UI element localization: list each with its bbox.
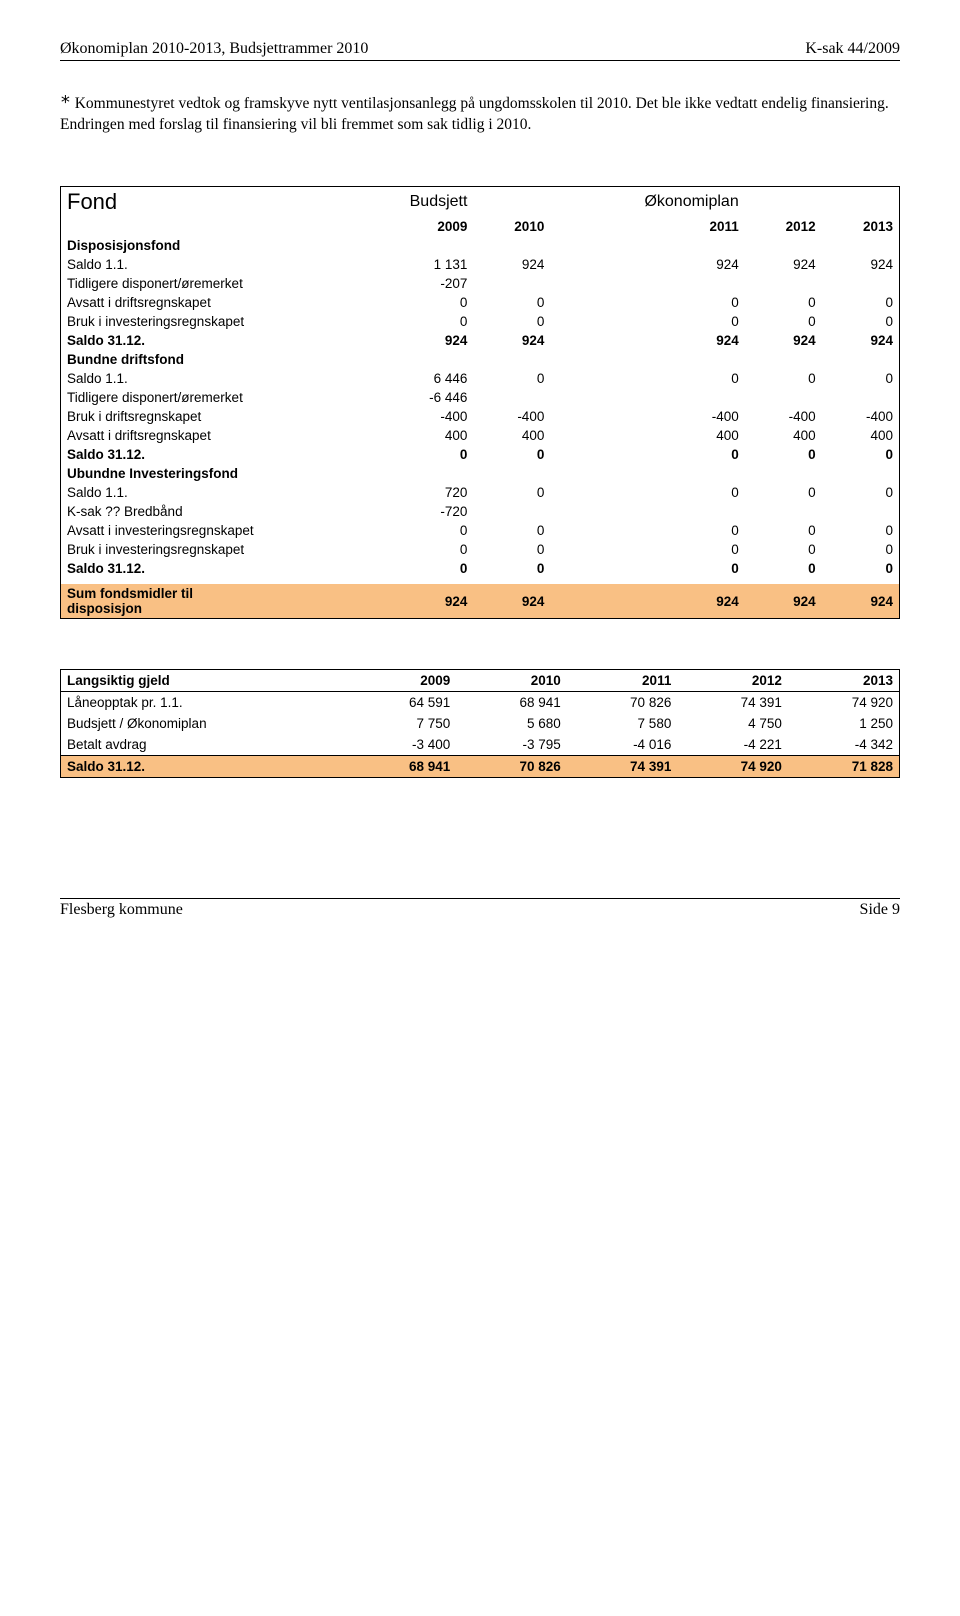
fund-year-row: 2009 2010 2011 2012 2013 — [61, 217, 900, 236]
intro-paragraph: * Kommunestyret vedtok og framskyve nytt… — [60, 91, 900, 136]
table-row: Saldo 1.1.1 131924924924924 — [61, 255, 900, 274]
year-cell: 2011 — [550, 217, 744, 236]
year-cell: 2009 — [346, 217, 474, 236]
year-cell: 2012 — [677, 670, 788, 692]
table-row: Tidligere disponert/øremerket-6 446 — [61, 388, 900, 407]
table-row: Budsjett / Økonomiplan7 7505 6807 5804 7… — [61, 713, 900, 734]
section-header: Bundne driftsfond — [61, 350, 900, 369]
table-row: Avsatt i driftsregnskapet00000 — [61, 293, 900, 312]
table-row: Bruk i investeringsregnskapet00000 — [61, 312, 900, 331]
header-right: K-sak 44/2009 — [805, 40, 900, 58]
table-row: Låneopptak pr. 1.1.64 59168 94170 82674 … — [61, 692, 900, 714]
table-row: Avsatt i investeringsregnskapet00000 — [61, 521, 900, 540]
row-label: Bruk i investeringsregnskapet — [61, 540, 346, 559]
fund-title: Fond — [67, 189, 117, 214]
row-label: Saldo 1.1. — [61, 483, 346, 502]
year-cell: 2013 — [788, 670, 900, 692]
row-label: Låneopptak pr. 1.1. — [61, 692, 346, 714]
year-cell: 2010 — [456, 670, 567, 692]
sum-label: Sum fondsmidler til disposisjon — [61, 584, 346, 619]
row-label: Avsatt i driftsregnskapet — [61, 293, 346, 312]
saldo-label: Saldo 31.12. — [61, 756, 346, 778]
saldo-row: Saldo 31.12.924924924924924 — [61, 331, 900, 350]
row-label: Avsatt i driftsregnskapet — [61, 426, 346, 445]
saldo-label: Saldo 31.12. — [61, 445, 346, 464]
row-label: Tidligere disponert/øremerket — [61, 274, 346, 293]
fund-title-row: Fond Budsjett Økonomiplan — [61, 187, 900, 218]
col-okonomiplan: Økonomiplan — [550, 187, 744, 218]
year-cell: 2012 — [745, 217, 822, 236]
section-label: Bundne driftsfond — [61, 350, 346, 369]
section-label: Ubundne Investeringsfond — [61, 464, 346, 483]
gjeld-title: Langsiktig gjeld — [61, 670, 346, 692]
intro-text: Kommunestyret vedtok og framskyve nytt v… — [60, 95, 889, 133]
table-row: Avsatt i driftsregnskapet400400400400400 — [61, 426, 900, 445]
year-cell: 2013 — [822, 217, 900, 236]
footer-left: Flesberg kommune — [60, 901, 183, 919]
row-label: Betalt avdrag — [61, 734, 346, 756]
row-label: Budsjett / Økonomiplan — [61, 713, 346, 734]
section-header: Disposisjonsfond — [61, 236, 900, 255]
fund-table: Fond Budsjett Økonomiplan 2009 2010 2011… — [60, 186, 900, 619]
saldo-label: Saldo 31.12. — [61, 559, 346, 578]
table-row: Saldo 1.1.7200000 — [61, 483, 900, 502]
gjeld-header-row: Langsiktig gjeld 2009 2010 2011 2012 201… — [61, 670, 900, 692]
footer-right: Side 9 — [860, 901, 900, 919]
section-header: Ubundne Investeringsfond — [61, 464, 900, 483]
sum-row: Sum fondsmidler til disposisjon 924 924 … — [61, 584, 900, 619]
row-label: Bruk i investeringsregnskapet — [61, 312, 346, 331]
section-label: Disposisjonsfond — [61, 236, 346, 255]
header-left: Økonomiplan 2010-2013, Budsjettrammer 20… — [60, 40, 368, 58]
year-cell: 2011 — [567, 670, 678, 692]
row-label: Avsatt i investeringsregnskapet — [61, 521, 346, 540]
year-cell: 2009 — [346, 670, 457, 692]
table-row: Bruk i investeringsregnskapet00000 — [61, 540, 900, 559]
row-label: Bruk i driftsregnskapet — [61, 407, 346, 426]
table-row: Betalt avdrag-3 400-3 795-4 016-4 221-4 … — [61, 734, 900, 756]
year-cell: 2010 — [473, 217, 550, 236]
row-label: K-sak ?? Bredbånd — [61, 502, 346, 521]
row-label: Saldo 1.1. — [61, 369, 346, 388]
gjeld-table: Langsiktig gjeld 2009 2010 2011 2012 201… — [60, 669, 900, 778]
page-header: Økonomiplan 2010-2013, Budsjettrammer 20… — [60, 40, 900, 61]
row-label: Saldo 1.1. — [61, 255, 346, 274]
table-row: Saldo 1.1.6 4460000 — [61, 369, 900, 388]
row-label: Tidligere disponert/øremerket — [61, 388, 346, 407]
table-row: Bruk i driftsregnskapet-400-400-400-400-… — [61, 407, 900, 426]
saldo-row: Saldo 31.12.00000 — [61, 559, 900, 578]
table-row: Tidligere disponert/øremerket-207 — [61, 274, 900, 293]
table-row: K-sak ?? Bredbånd-720 — [61, 502, 900, 521]
asterisk: * — [60, 92, 71, 113]
col-budsjett: Budsjett — [346, 187, 474, 218]
saldo-label: Saldo 31.12. — [61, 331, 346, 350]
page-footer: Flesberg kommune Side 9 — [60, 898, 900, 919]
saldo-row: Saldo 31.12.00000 — [61, 445, 900, 464]
gjeld-saldo-row: Saldo 31.12.68 94170 82674 39174 92071 8… — [61, 756, 900, 778]
